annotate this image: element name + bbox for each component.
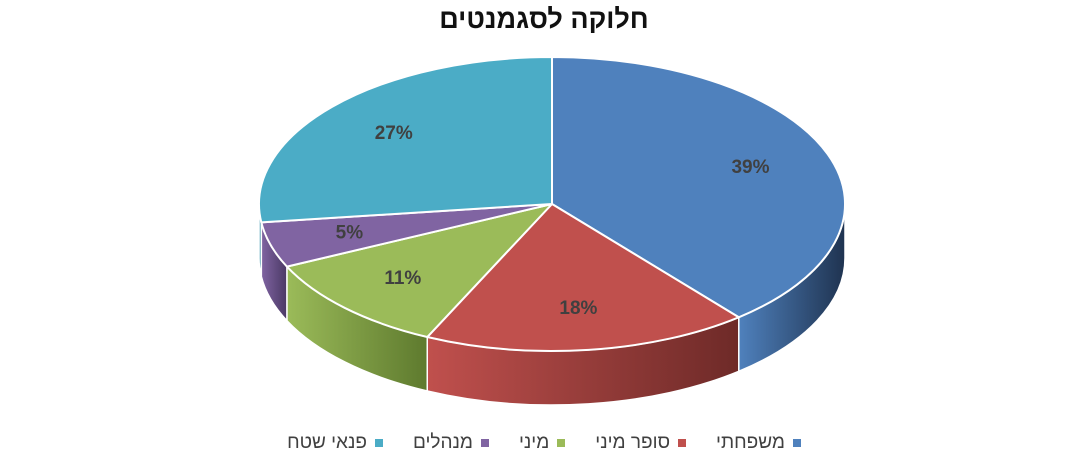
legend-label-mini: מיני: [518, 432, 550, 453]
legend-item-super-mini[interactable]: סופר מיני: [595, 432, 687, 454]
legend-swatch-family: [792, 439, 801, 447]
pie-slice-1[interactable]: [426, 203, 740, 352]
legend-item-suv[interactable]: פנאי שטח: [287, 432, 383, 454]
pie-slice-0[interactable]: [551, 56, 846, 319]
legend-swatch-mini: [557, 439, 566, 447]
pie-label-1: 18%: [559, 298, 597, 319]
legend-item-executive[interactable]: מנהלים: [413, 432, 489, 454]
pie-slice-2[interactable]: [285, 203, 553, 339]
pie-slice-4[interactable]: [258, 56, 553, 224]
chart-legend: משפחתי סופר מיני מיני מנהלים פנאי שטח: [0, 432, 1088, 454]
legend-item-family[interactable]: משפחתי: [716, 432, 801, 454]
legend-label-executive: מנהלים: [412, 432, 473, 453]
legend-label-suv: פנאי שטח: [287, 432, 367, 453]
legend-swatch-super-mini: [678, 439, 687, 447]
pie-label-4: 27%: [375, 123, 413, 144]
legend-swatch-executive: [480, 439, 489, 447]
legend-label-family: משפחתי: [716, 432, 785, 453]
chart-title: חלוקה לסגמנטים: [439, 4, 649, 34]
pie-label-3: 5%: [336, 223, 364, 244]
pie-label-0: 39%: [731, 157, 769, 178]
legend-swatch-suv: [374, 439, 383, 447]
legend-item-mini[interactable]: מיני: [518, 432, 566, 454]
legend-label-super-mini: סופר מיני: [595, 432, 671, 453]
pie-label-2: 11%: [384, 268, 421, 289]
